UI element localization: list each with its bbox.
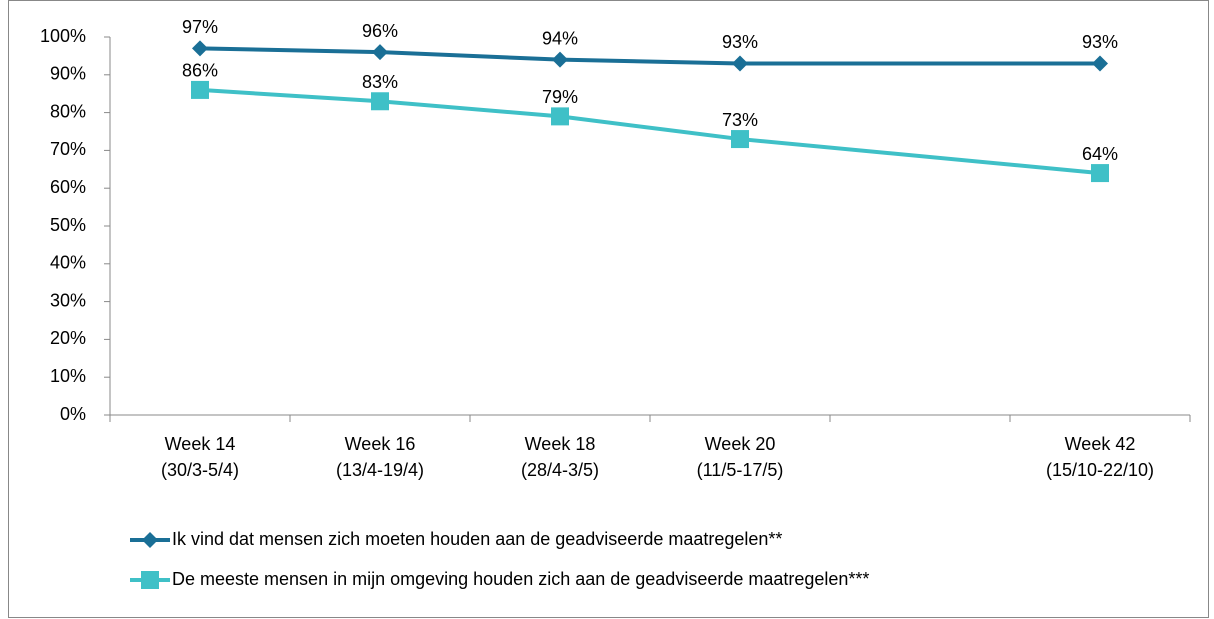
y-tick-label: 40% bbox=[50, 253, 86, 273]
data-label: 93% bbox=[1082, 32, 1118, 52]
marker bbox=[1092, 55, 1108, 72]
marker bbox=[1091, 164, 1109, 183]
legend-label: Ik vind dat mensen zich moeten houden aa… bbox=[172, 529, 782, 549]
marker bbox=[731, 130, 749, 149]
x-tick-label: Week 18 (28/4-3/5) bbox=[521, 434, 599, 480]
y-tick-label: 20% bbox=[50, 328, 86, 348]
marker bbox=[371, 92, 389, 111]
y-tick-label: 70% bbox=[50, 139, 86, 159]
x-tick-label: Week 42 (15/10-22/10) bbox=[1046, 434, 1154, 480]
marker bbox=[551, 107, 569, 126]
line-segment bbox=[559, 114, 741, 142]
x-tick-label: Week 16 (13/4-19/4) bbox=[336, 434, 424, 480]
chart-border bbox=[8, 0, 1209, 618]
marker bbox=[372, 44, 388, 61]
y-tick-label: 0% bbox=[60, 404, 86, 424]
data-label: 73% bbox=[722, 110, 758, 130]
y-tick-label: 80% bbox=[50, 101, 86, 121]
data-label: 94% bbox=[542, 28, 578, 48]
y-tick-label: 30% bbox=[50, 290, 86, 310]
data-label: 83% bbox=[362, 72, 398, 92]
y-tick-label: 90% bbox=[50, 64, 86, 84]
x-tick-label: Week 14 (30/3-5/4) bbox=[161, 434, 239, 480]
data-label: 64% bbox=[1082, 144, 1118, 164]
line-segment bbox=[559, 57, 741, 66]
y-tick-label: 50% bbox=[50, 215, 86, 235]
line-segment bbox=[379, 50, 561, 62]
y-tick-label: 10% bbox=[50, 366, 86, 386]
data-label: 97% bbox=[182, 17, 218, 37]
line-segment bbox=[739, 137, 1101, 176]
marker bbox=[552, 51, 568, 68]
data-label: 79% bbox=[542, 87, 578, 107]
legend-label: De meeste mensen in mijn omgeving houden… bbox=[172, 569, 869, 589]
y-tick-label: 100% bbox=[40, 26, 86, 46]
line-segment bbox=[199, 87, 381, 104]
x-tick-label: Week 20 (11/5-17/5) bbox=[697, 434, 784, 480]
marker bbox=[732, 55, 748, 72]
line-segment bbox=[379, 99, 561, 119]
y-tick-label: 60% bbox=[50, 177, 86, 197]
marker bbox=[141, 571, 159, 589]
marker bbox=[142, 532, 158, 548]
marker bbox=[192, 40, 208, 57]
data-label: 86% bbox=[182, 61, 218, 81]
line-segment bbox=[199, 46, 381, 55]
data-label: 96% bbox=[362, 21, 398, 41]
marker bbox=[191, 80, 209, 99]
data-label: 93% bbox=[722, 32, 758, 52]
